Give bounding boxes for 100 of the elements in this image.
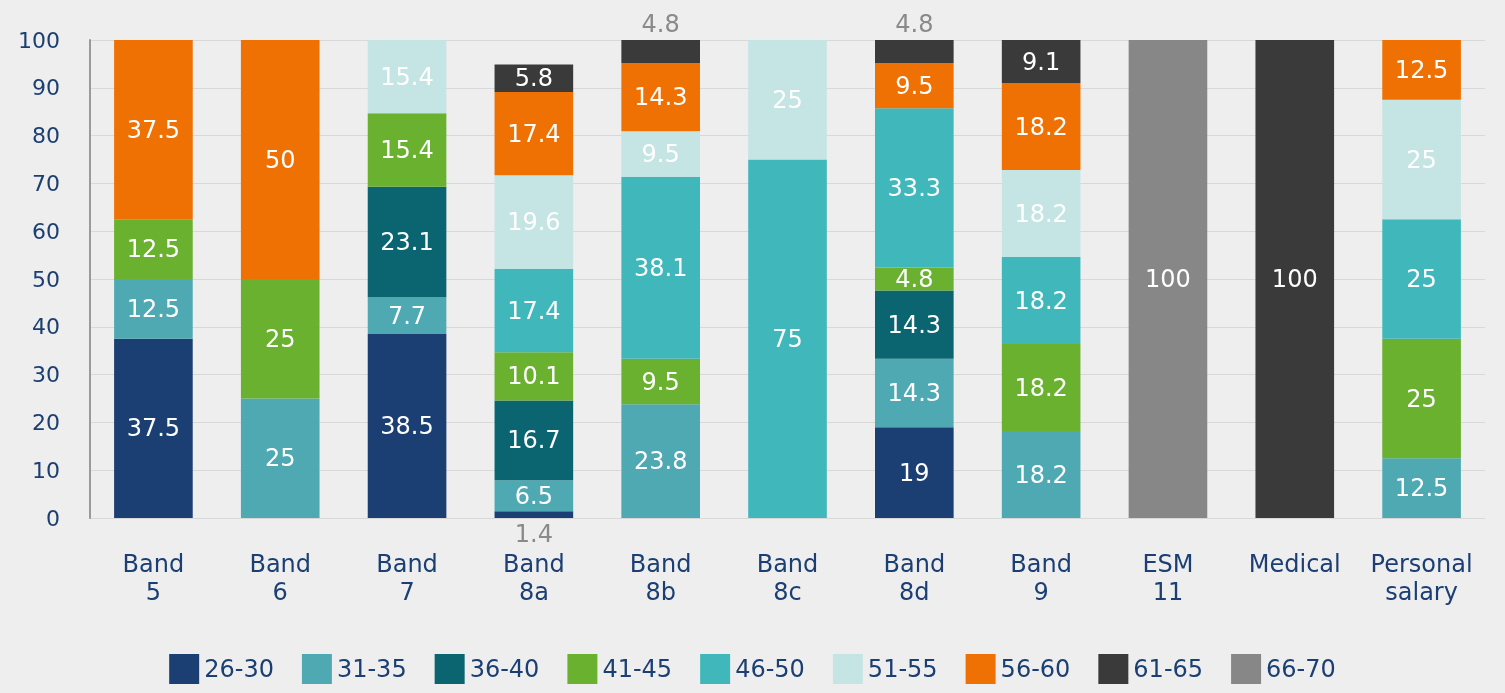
x-tick-label: Band 8d (883, 550, 946, 606)
bar (1001, 170, 1081, 258)
data-label: 6.5 (514, 481, 553, 510)
y-tick-label: 10 (32, 457, 60, 483)
bar (240, 40, 320, 279)
legend-label: 66-70 (1266, 655, 1336, 683)
bar (494, 352, 574, 401)
bar (621, 176, 700, 359)
data-label: 7.7 (387, 301, 427, 330)
bar (621, 131, 700, 177)
bar (494, 400, 574, 481)
bar (1001, 344, 1081, 431)
bar (621, 358, 700, 405)
bar (494, 268, 574, 353)
data-label: 9.5 (895, 71, 934, 100)
data-label: 18.2 (1014, 199, 1068, 228)
bar (240, 398, 320, 518)
bar (367, 186, 447, 298)
data-label: 15.4 (380, 135, 434, 164)
data-label: 50 (264, 145, 296, 174)
data-label: 9.5 (641, 140, 680, 168)
bar (367, 297, 447, 334)
data-label: 19.6 (507, 208, 561, 237)
bar (748, 40, 827, 160)
data-label: 25 (264, 324, 296, 353)
y-tick-label: 40 (32, 314, 60, 340)
bar (367, 113, 447, 187)
bar (1001, 83, 1081, 171)
bar (114, 338, 193, 518)
bar (875, 62, 954, 109)
bar (494, 175, 574, 269)
data-label: 25 (264, 444, 296, 473)
x-tick-label: ESM 11 (1142, 550, 1194, 606)
y-tick-label: 70 (32, 170, 60, 196)
x-tick-label: Band 8c (756, 550, 819, 606)
y-tick-label: 60 (32, 218, 60, 244)
data-label: 25 (1406, 384, 1437, 413)
bar (1382, 99, 1461, 220)
bar (494, 511, 574, 518)
legend-label: 31-35 (336, 655, 407, 683)
bar (1001, 40, 1081, 84)
data-label: 15.4 (380, 62, 434, 91)
data-label: 14.3 (887, 379, 942, 407)
legend-label: 36-40 (469, 655, 540, 683)
y-tick-label: 80 (32, 123, 60, 149)
bar (1001, 257, 1081, 345)
data-label: 16.7 (507, 426, 561, 455)
bar (1255, 40, 1335, 518)
data-label: 4.8 (895, 10, 934, 38)
bar (621, 62, 700, 132)
bar (114, 219, 193, 279)
data-label: 17.4 (507, 119, 561, 148)
data-label: 100 (1271, 265, 1318, 293)
bar (1128, 40, 1208, 518)
bar (367, 40, 447, 114)
data-label: 18.2 (1014, 373, 1068, 402)
data-label: 100 (1145, 265, 1191, 293)
bar (114, 279, 193, 339)
data-label: 23.1 (380, 227, 434, 256)
bar (621, 40, 700, 63)
bar (875, 40, 954, 63)
data-label: 75 (772, 324, 803, 353)
x-tick-label: Band 8b (629, 550, 692, 606)
bar (875, 108, 954, 268)
x-tick-label: Band 7 (376, 550, 438, 606)
data-label: 4.8 (641, 10, 680, 38)
data-label: 1.4 (514, 520, 553, 548)
bar (875, 427, 954, 518)
data-label: 9.5 (641, 367, 680, 396)
data-label: 4.8 (895, 265, 934, 293)
data-label: 9.1 (1022, 47, 1061, 76)
data-label: 12.5 (1394, 474, 1449, 503)
legend-label: 26-30 (204, 655, 274, 683)
x-tick-label: Band 8a (503, 550, 565, 606)
y-tick-label: 90 (32, 75, 60, 101)
x-tick-label: Band 9 (1010, 550, 1072, 606)
bar (114, 40, 193, 220)
y-tick-label: 50 (32, 266, 60, 292)
data-label: 5.8 (514, 64, 553, 93)
data-label: 18.2 (1014, 112, 1068, 141)
data-label: 33.3 (887, 173, 942, 202)
bar (1382, 40, 1461, 100)
data-label: 37.5 (126, 414, 181, 443)
bar (748, 159, 827, 518)
data-label: 18.2 (1014, 286, 1068, 315)
bar (875, 358, 954, 428)
bar (1382, 219, 1461, 339)
data-label: 38.5 (380, 411, 434, 440)
bar (1382, 338, 1461, 459)
data-label: 25 (772, 85, 803, 114)
data-label: 37.5 (126, 115, 181, 144)
bar (367, 333, 447, 518)
x-tick-label: Band 5 (122, 550, 185, 606)
bar (1001, 431, 1081, 518)
bar (621, 404, 700, 518)
data-label: 38.1 (633, 253, 688, 282)
x-tick-label: Band 6 (249, 550, 312, 606)
bar (1382, 458, 1461, 518)
data-label: 18.2 (1014, 460, 1068, 489)
data-label: 12.5 (1394, 55, 1449, 84)
